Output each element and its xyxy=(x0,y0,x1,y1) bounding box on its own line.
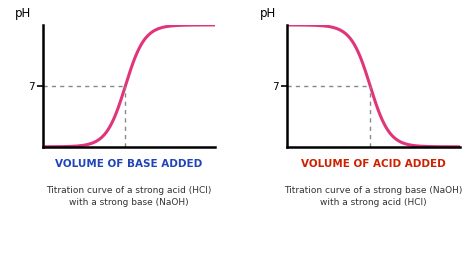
Text: Titration curve of a strong acid (HCl)
with a strong base (NaOH): Titration curve of a strong acid (HCl) w… xyxy=(46,186,211,207)
Text: VOLUME OF BASE ADDED: VOLUME OF BASE ADDED xyxy=(55,159,202,169)
Text: pH: pH xyxy=(260,7,276,20)
Text: pH: pH xyxy=(15,7,31,20)
Text: VOLUME OF ACID ADDED: VOLUME OF ACID ADDED xyxy=(301,159,446,169)
Text: Titration curve of a strong base (NaOH)
with a strong acid (HCl): Titration curve of a strong base (NaOH) … xyxy=(284,186,463,207)
